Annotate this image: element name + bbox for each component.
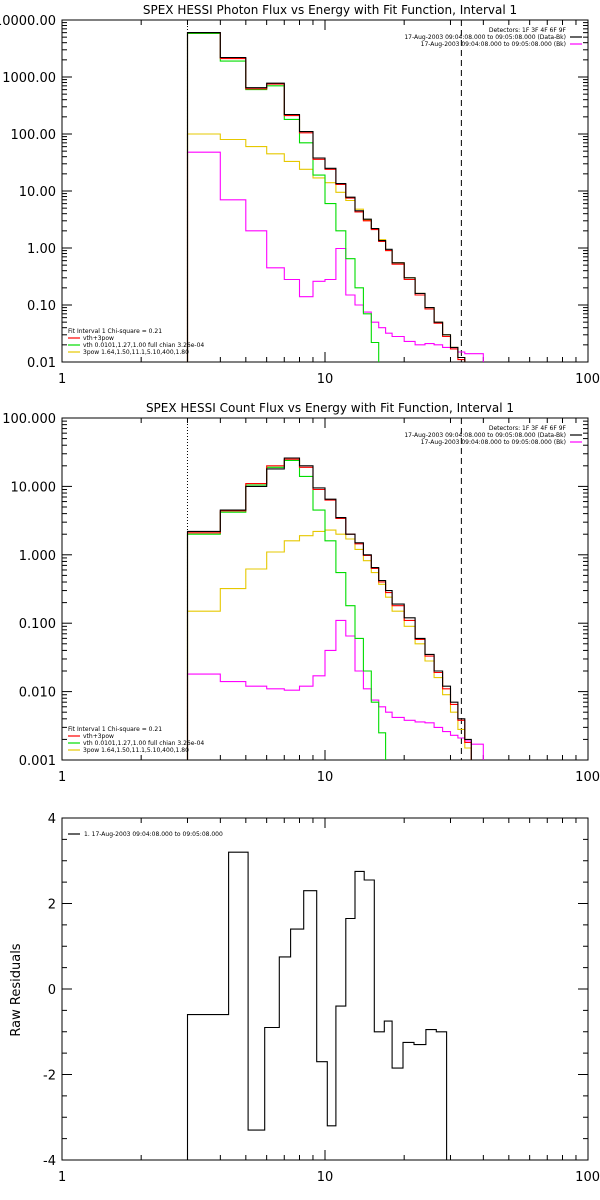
y-tick-label: 1.00 bbox=[27, 242, 56, 257]
x-tick-label: 10 bbox=[317, 372, 334, 387]
header-text: 17-Aug-2003 09:04:08.000 to 09:05:08.000… bbox=[421, 41, 566, 48]
x-tick-label: 100 bbox=[575, 770, 600, 785]
y-tick-label: 2 bbox=[48, 898, 56, 913]
y-tick-label: 1000.00 bbox=[2, 71, 56, 86]
data-series-line bbox=[186, 851, 461, 1160]
header-text: Detectors: 1F 3F 4F 6F 9F bbox=[489, 425, 567, 432]
y-tick-label: 0.100 bbox=[19, 617, 56, 632]
y-tick-label: 100.000 bbox=[2, 412, 56, 427]
data-series-line bbox=[186, 457, 472, 760]
y-tick-label: 10000.00 bbox=[0, 14, 56, 29]
data-series-line bbox=[186, 32, 466, 362]
photon-flux-panel: SPEX HESSI Photon Flux vs Energy with Fi… bbox=[0, 3, 600, 387]
legend-entry: vth 0.0101,1.27,1.00 full chian 3.26e-04 bbox=[83, 342, 204, 349]
legend-entry: 1. 17-Aug-2003 09:04:08.000 to 09:05:08.… bbox=[84, 831, 223, 838]
x-tick-label: 100 bbox=[575, 1170, 600, 1185]
thermal-series-line bbox=[186, 32, 380, 362]
plot-frame bbox=[61, 417, 589, 761]
y-tick-label: 100.00 bbox=[11, 128, 57, 143]
legend-entry: Fit Interval 1 Chi-square = 0.21 bbox=[68, 726, 162, 733]
y-tick-label: 0.001 bbox=[19, 754, 56, 769]
y-tick-label: 10.00 bbox=[19, 185, 56, 200]
x-tick-label: 1 bbox=[58, 770, 66, 785]
residuals-panel: Raw Residuals 1 10 100 4 2 0 -2 -4 1. 17-Aug-200… bbox=[9, 812, 600, 1185]
y-tick-label: -2 bbox=[43, 1069, 56, 1084]
y-tick-label: 0.10 bbox=[27, 299, 56, 314]
thermal-series-line bbox=[186, 459, 387, 760]
header-text: Detectors: 1F 3F 4F 6F 9F bbox=[489, 27, 567, 34]
plot-frame bbox=[61, 817, 589, 1161]
count-flux-title: SPEX HESSI Count Flux vs Energy with Fit… bbox=[146, 401, 514, 415]
x-tick-label: 1 bbox=[58, 372, 66, 387]
x-tick-label: 10 bbox=[317, 1170, 334, 1185]
header-text: 17-Aug-2003 09:04:08.000 to 09:05:08.000… bbox=[421, 439, 566, 446]
header-text: 17-Aug-2003 09:04:08.000 to 09:05:08.000… bbox=[404, 34, 566, 41]
y-tick-label: 0.010 bbox=[19, 686, 56, 701]
y-tick-label: 10.000 bbox=[11, 480, 57, 495]
y-tick-label: 1.000 bbox=[19, 549, 56, 564]
background-series-line bbox=[186, 619, 484, 760]
x-tick-label: 10 bbox=[317, 770, 334, 785]
legend-entry: 3pow 1.64,1.50,11.1,5.10,400,1.80 bbox=[83, 747, 189, 754]
x-tick-label: 1 bbox=[58, 1170, 66, 1185]
photon-flux-title: SPEX HESSI Photon Flux vs Energy with Fi… bbox=[143, 3, 517, 17]
residuals-y-axis-label: Raw Residuals bbox=[9, 943, 24, 1036]
count-flux-panel: SPEX HESSI Count Flux vs Energy with Fit… bbox=[2, 401, 600, 785]
legend-entry: vth 0.0101,1.27,1.00 full chian 3.26e-04 bbox=[83, 740, 204, 747]
header-text: 17-Aug-2003 09:04:08.000 to 09:05:08.000… bbox=[404, 432, 566, 439]
x-tick-label: 100 bbox=[575, 372, 600, 387]
y-tick-label: 4 bbox=[48, 812, 56, 827]
legend-entry: 3pow 1.64,1.50,11.1,5.10,400,1.80 bbox=[83, 349, 189, 356]
legend-entry: vth+3pow bbox=[83, 733, 114, 740]
legend-entry: Fit Interval 1 Chi-square = 0.21 bbox=[68, 328, 162, 335]
y-tick-label: 0.01 bbox=[27, 356, 56, 371]
legend-entry: vth+3pow bbox=[83, 335, 114, 342]
y-tick-label: -4 bbox=[43, 1154, 56, 1169]
y-tick-label: 0 bbox=[48, 983, 56, 998]
